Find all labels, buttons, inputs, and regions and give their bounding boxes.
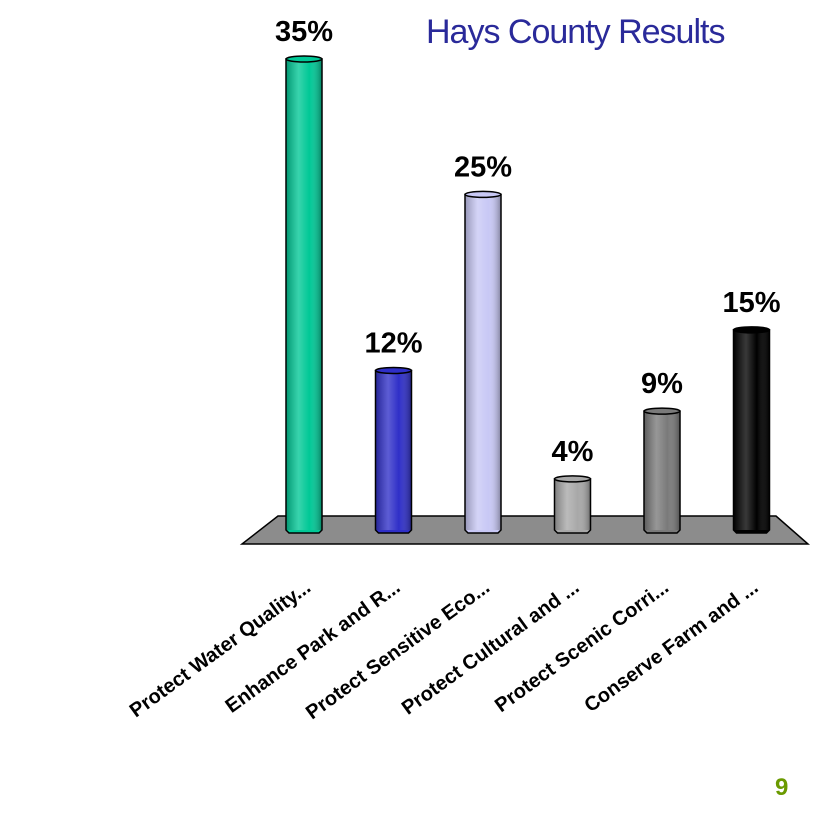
bar-4	[553, 475, 592, 534]
category-label-5: Protect Scenic Corri...	[491, 576, 673, 717]
value-labels: 35% 12% 25% 4% 9% 15%	[275, 16, 781, 468]
bar-top	[643, 407, 681, 415]
value-label-5: 9%	[641, 368, 683, 400]
value-label-6: 15%	[722, 287, 780, 319]
bar-shading	[286, 59, 322, 530]
category-label-4: Protect Cultural and ...	[398, 576, 584, 719]
bar-1	[285, 55, 323, 534]
bar-3	[464, 190, 502, 534]
bar-shading	[733, 329, 770, 530]
bar-shading	[375, 370, 412, 530]
bar-top	[374, 366, 413, 375]
bar-shading	[465, 194, 501, 530]
bar-shading	[554, 478, 591, 530]
category-label-6: Conserve Farm and ...	[580, 576, 762, 717]
chart-floor	[239, 515, 810, 545]
value-label-3: 25%	[454, 151, 512, 183]
bar-top	[553, 475, 592, 483]
category-label-1: Protect Water Quality...	[126, 576, 315, 722]
bar-top	[464, 190, 502, 199]
chart-title: Hays County Results	[426, 13, 724, 51]
bars	[285, 55, 771, 534]
bar-5	[643, 407, 681, 534]
bar-6	[732, 326, 771, 534]
bar-top	[285, 55, 323, 63]
category-label-2: Enhance Park and R...	[222, 576, 405, 717]
bar-top	[732, 326, 771, 334]
bar-shading	[644, 411, 680, 530]
value-label-1: 35%	[275, 16, 333, 48]
value-label-2: 12%	[364, 327, 422, 359]
category-labels: Protect Water Quality...Enhance Park and…	[126, 576, 763, 724]
bar-2	[374, 366, 413, 534]
page-number: 9	[775, 774, 788, 801]
value-label-4: 4%	[552, 436, 594, 468]
